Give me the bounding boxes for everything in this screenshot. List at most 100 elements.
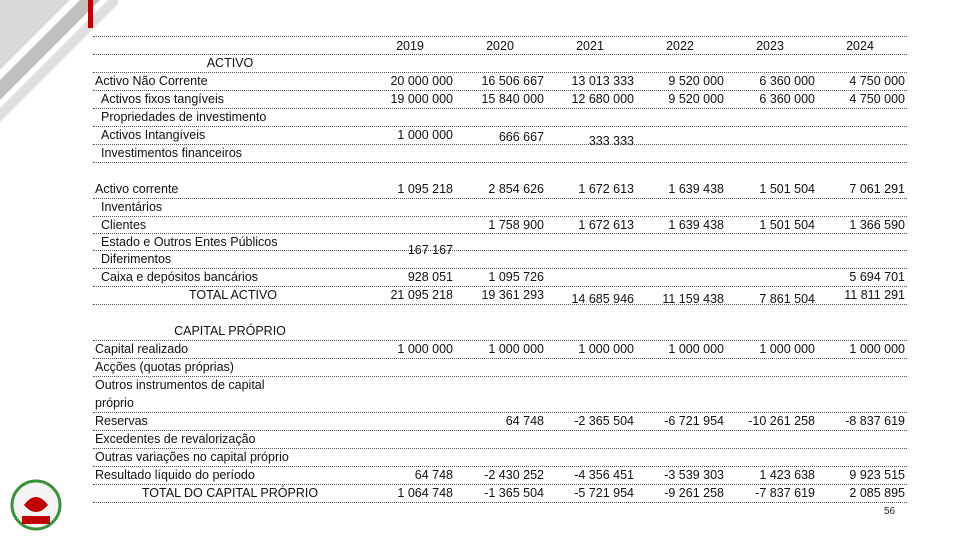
value-cell: 2 085 895	[849, 486, 905, 500]
value-cell: -1 365 504	[484, 486, 544, 500]
value-cell: 7 861 504	[759, 292, 815, 306]
row-rule	[93, 466, 907, 467]
value-cell: 1 639 438	[668, 182, 724, 196]
page-number: 56	[884, 506, 896, 517]
corner-stripe	[0, 0, 122, 122]
value-cell: 16 506 667	[481, 74, 544, 88]
row-rule	[93, 250, 907, 251]
row-rule	[93, 376, 907, 377]
row-label: Propriedades de investimento	[101, 110, 267, 124]
value-cell: 2 854 626	[488, 182, 544, 196]
value-cell: 1 000 000	[759, 342, 815, 356]
row-label: Reservas	[95, 414, 148, 428]
year-header: 2021	[576, 39, 604, 53]
row-label: Outros instrumentos de capital próprio	[95, 378, 265, 410]
corner-shape	[0, 0, 70, 70]
value-cell: -7 837 619	[755, 486, 815, 500]
logo-mark	[24, 497, 48, 512]
row-label: ACTIVO	[206, 56, 254, 70]
row-rule	[93, 36, 907, 37]
value-cell: 1 000 000	[849, 342, 905, 356]
row-label: CAPITAL PRÓPRIO	[174, 324, 286, 338]
row-rule	[93, 216, 907, 217]
row-rule	[93, 502, 907, 503]
value-cell: 1 639 438	[668, 218, 724, 232]
row-label: Outras variações no capital próprio	[95, 450, 289, 464]
row-rule	[93, 430, 907, 431]
row-rule	[93, 268, 907, 269]
value-cell: -2 430 252	[484, 468, 544, 482]
year-header: 2019	[396, 39, 424, 53]
row-label: Activo Não Corrente	[95, 74, 208, 88]
logo-band	[22, 516, 50, 524]
year-header: 2024	[846, 39, 874, 53]
row-rule	[93, 448, 907, 449]
value-cell: 11 811 291	[844, 288, 905, 302]
value-cell: 1 000 000	[488, 342, 544, 356]
year-header: 2023	[756, 39, 784, 53]
row-rule	[93, 340, 907, 341]
row-rule	[93, 126, 907, 127]
value-cell: 64 748	[414, 468, 453, 482]
value-cell: 13 013 333	[571, 74, 634, 88]
value-cell: 12 680 000	[571, 92, 634, 106]
red-strip	[88, 0, 93, 28]
row-label: Investimentos financeiros	[101, 146, 243, 160]
row-label: Clientes	[101, 218, 147, 232]
value-cell: 9 923 515	[849, 468, 905, 482]
value-cell: -10 261 258	[748, 414, 815, 428]
year-header: 2022	[666, 39, 694, 53]
row-label: Activos Intangíveis	[101, 128, 206, 142]
value-cell: 1 366 590	[849, 218, 905, 232]
value-cell: 1 501 504	[759, 182, 815, 196]
value-cell: 4 750 000	[849, 92, 905, 106]
row-label: TOTAL ACTIVO	[189, 288, 277, 302]
value-cell: -3 539 303	[664, 468, 724, 482]
value-cell: 21 095 218	[390, 288, 453, 302]
row-label: Estado e Outros Entes Públicos	[101, 235, 278, 249]
value-cell: 333 333	[588, 134, 634, 148]
value-cell: 666 667	[498, 130, 544, 144]
row-rule	[93, 90, 907, 91]
value-cell: 1 064 748	[397, 486, 453, 500]
row-label: Acções (quotas próprias)	[95, 360, 234, 374]
row-label: TOTAL DO CAPITAL PRÓPRIO	[141, 486, 319, 500]
row-label: Activo corrente	[95, 182, 179, 196]
value-cell: 11 159 438	[662, 292, 724, 306]
row-rule	[93, 54, 907, 55]
value-cell: 928 051	[407, 270, 453, 284]
value-cell: 1 672 613	[578, 218, 634, 232]
value-cell: 1 000 000	[668, 342, 724, 356]
value-cell: 7 061 291	[849, 182, 905, 196]
value-cell: 1 423 638	[759, 468, 815, 482]
value-cell: 64 748	[505, 414, 544, 428]
value-cell: 1 000 000	[397, 342, 453, 356]
value-cell: 9 520 000	[668, 92, 724, 106]
corner-stripe	[0, 0, 100, 100]
value-cell: 1 672 613	[578, 182, 634, 196]
year-header: 2020	[486, 39, 514, 53]
value-cell: 6 360 000	[759, 92, 815, 106]
row-rule	[93, 412, 907, 413]
row-rule	[93, 286, 907, 287]
value-cell: 4 750 000	[849, 74, 905, 88]
value-cell: -4 356 451	[574, 468, 634, 482]
value-cell: 15 840 000	[481, 92, 544, 106]
row-label: Excedentes de revalorização	[95, 432, 256, 446]
value-cell: 19 361 293	[481, 288, 544, 302]
row-label: Capital realizado	[95, 342, 189, 356]
value-cell: 5 694 701	[849, 270, 905, 284]
row-rule	[93, 358, 907, 359]
value-cell: 20 000 000	[390, 74, 453, 88]
row-label: Inventários	[101, 200, 163, 214]
row-label: Resultado líquido do período	[95, 468, 255, 482]
value-cell: 9 520 000	[668, 74, 724, 88]
value-cell: 1 501 504	[759, 218, 815, 232]
row-rule	[93, 233, 907, 234]
value-cell: -5 721 954	[574, 486, 634, 500]
row-label: Diferimentos	[101, 252, 172, 266]
row-rule	[93, 198, 907, 199]
row-rule	[93, 162, 907, 163]
